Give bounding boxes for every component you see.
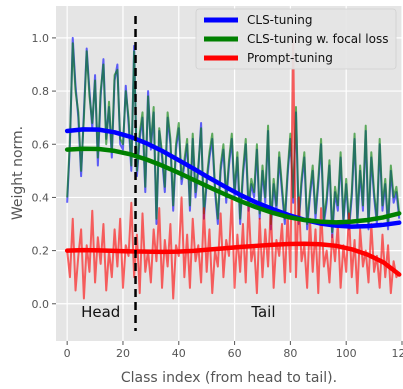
- trend-lines: [64, 127, 402, 277]
- x-axis-label: Class index (from head to tail).: [121, 370, 337, 386]
- head-label: Head: [81, 303, 120, 321]
- y-tick-label: 0.8: [32, 85, 50, 98]
- trend-line-focal: [64, 146, 402, 225]
- x-tick-label: 120: [392, 347, 403, 360]
- tail-label: Tail: [250, 303, 275, 321]
- trend-line-cls: [64, 127, 402, 229]
- x-tick-label: 0: [64, 347, 71, 360]
- x-axis-ticks: 0 20 40 60 80 100 120: [64, 341, 403, 360]
- x-tick-label: 80: [283, 347, 297, 360]
- legend-label-cls: CLS-tuning: [247, 13, 312, 27]
- legend-label-prompt: Prompt-tuning: [247, 51, 333, 65]
- y-tick-label: 0.6: [32, 138, 50, 151]
- legend-label-focal: CLS-tuning w. focal loss: [247, 32, 389, 46]
- y-axis-ticks: 0.0 0.2 0.4 0.6 0.8 1.0: [32, 32, 56, 311]
- y-tick-label: 0.4: [32, 191, 50, 204]
- trend-line-prompt: [64, 241, 402, 277]
- y-axis-label: Weight norm.: [10, 126, 26, 220]
- x-tick-label: 60: [228, 347, 242, 360]
- y-tick-label: 0.2: [32, 245, 50, 258]
- x-tick-label: 100: [336, 347, 357, 360]
- legend: CLS-tuning CLS-tuning w. focal loss Prom…: [195, 8, 397, 70]
- legend-box: [195, 8, 397, 70]
- raw-line-focal: [66, 42, 401, 233]
- y-tick-label: 0.0: [32, 298, 50, 311]
- x-tick-label: 20: [116, 347, 130, 360]
- y-tick-label: 1.0: [32, 32, 50, 45]
- x-tick-label: 40: [172, 347, 186, 360]
